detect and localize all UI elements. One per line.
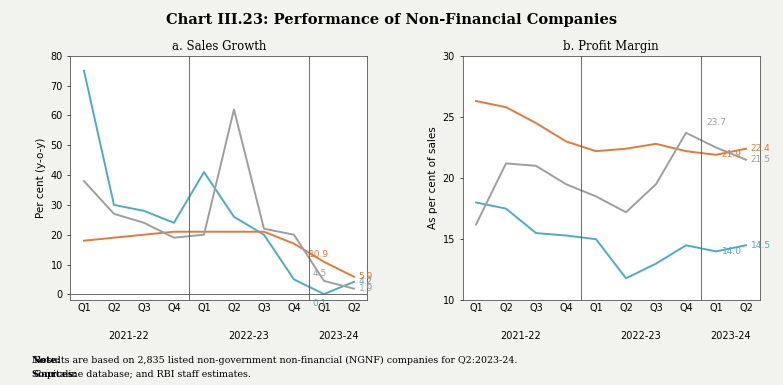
Text: Results are based on 2,835 listed non-government non-financial (NGNF) companies : Results are based on 2,835 listed non-go… (31, 356, 518, 365)
Legend: Manufacturing, IT, Services (non-IT): Manufacturing, IT, Services (non-IT) (483, 383, 739, 385)
Text: 2023-24: 2023-24 (711, 331, 752, 341)
Text: 22.4: 22.4 (751, 144, 770, 153)
Text: 10.9: 10.9 (309, 250, 330, 259)
Text: 1.9: 1.9 (359, 284, 373, 293)
Text: 21.9: 21.9 (721, 150, 742, 159)
Text: 23.7: 23.7 (706, 118, 726, 127)
Text: 21.5: 21.5 (751, 155, 770, 164)
Text: 4.2: 4.2 (359, 277, 373, 286)
Y-axis label: As per cent of sales: As per cent of sales (428, 127, 438, 229)
Text: 2021-22: 2021-22 (109, 331, 150, 341)
Text: Chart III.23: Performance of Non-Financial Companies: Chart III.23: Performance of Non-Financi… (166, 13, 617, 27)
Text: 4.5: 4.5 (312, 269, 327, 278)
Legend: Manufacturing, IT, Services (non-IT): Manufacturing, IT, Services (non-IT) (91, 383, 347, 385)
Text: 14.5: 14.5 (751, 241, 770, 250)
Text: 2022-23: 2022-23 (621, 331, 662, 341)
Text: 5.9: 5.9 (359, 272, 373, 281)
Text: 14.0: 14.0 (721, 247, 742, 256)
Text: Sources:: Sources: (31, 370, 77, 379)
Text: 0.1: 0.1 (312, 298, 327, 308)
Text: Note:: Note: (31, 356, 60, 365)
Y-axis label: Per cent (y-o-y): Per cent (y-o-y) (36, 138, 46, 218)
Text: 2023-24: 2023-24 (319, 331, 359, 341)
Text: Capitaline database; and RBI staff estimates.: Capitaline database; and RBI staff estim… (31, 370, 251, 379)
Title: b. Profit Margin: b. Profit Margin (563, 40, 659, 53)
Text: 2022-23: 2022-23 (229, 331, 269, 341)
Text: 2021-22: 2021-22 (500, 331, 541, 341)
Title: a. Sales Growth: a. Sales Growth (171, 40, 266, 53)
